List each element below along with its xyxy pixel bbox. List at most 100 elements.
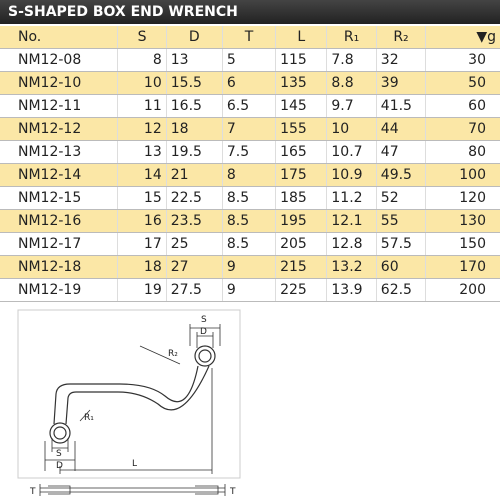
table-cell: 19 xyxy=(117,278,167,302)
table-cell: 7.8 xyxy=(326,48,377,72)
table-row: NM12-19 19 27.5 9 225 13.9 62.5 200 xyxy=(0,278,500,302)
table-cell: 10 xyxy=(117,71,167,95)
dim-label: S xyxy=(56,449,62,459)
table-cell: 170 xyxy=(425,255,500,279)
table-cell: 8.8 xyxy=(326,71,377,95)
table-cell: 9 xyxy=(221,255,276,279)
table-cell: 135 xyxy=(275,71,327,95)
wrench-drawing xyxy=(39,324,226,496)
dim-label: R₂ xyxy=(168,349,178,359)
table-row: NM12-13 13 19.5 7.5 165 10.7 47 80 xyxy=(0,140,500,164)
table-cell: NM12-12 xyxy=(0,117,118,141)
table-cell: 41.5 xyxy=(375,94,426,118)
dim-label: T xyxy=(29,487,36,497)
table-cell: 13.2 xyxy=(326,255,377,279)
table-cell: 19.5 xyxy=(165,140,223,164)
table-cell: NM12-15 xyxy=(0,186,118,210)
table-cell: 120 xyxy=(425,186,500,210)
column-header: ▼g xyxy=(425,26,500,49)
table-cell: 8.5 xyxy=(221,186,276,210)
table-cell: 27 xyxy=(165,255,223,279)
table-cell: 10 xyxy=(326,117,377,141)
table-cell: 200 xyxy=(425,278,500,302)
table-row: NM12-08 8 13 5 115 7.8 32 30 xyxy=(0,48,500,72)
table-cell: 52 xyxy=(375,186,426,210)
table-cell: 18 xyxy=(117,255,167,279)
table-cell: 57.5 xyxy=(375,232,426,256)
table-cell: 225 xyxy=(275,278,327,302)
table-cell: 22.5 xyxy=(165,186,223,210)
title-bar: S-SHAPED BOX END WRENCH xyxy=(0,0,500,24)
table-cell: 27.5 xyxy=(165,278,223,302)
table-cell: 8 xyxy=(117,48,167,72)
table-cell: 11 xyxy=(117,94,167,118)
table-cell: 47 xyxy=(375,140,426,164)
table-cell: 9 xyxy=(221,278,276,302)
table-cell: 15.5 xyxy=(165,71,223,95)
table-cell: 13 xyxy=(165,48,223,72)
table-cell: 12 xyxy=(117,117,167,141)
table-cell: 8.5 xyxy=(221,209,276,233)
table-cell: 12.1 xyxy=(326,209,377,233)
table-cell: 70 xyxy=(425,117,500,141)
table-cell: 215 xyxy=(275,255,327,279)
table-cell: 8.5 xyxy=(221,232,276,256)
table-cell: 7.5 xyxy=(221,140,276,164)
table-cell: 145 xyxy=(275,94,327,118)
table-cell: 30 xyxy=(425,48,500,72)
column-header: D xyxy=(165,26,223,49)
table-cell: NM12-16 xyxy=(0,209,118,233)
table-cell: 17 xyxy=(117,232,167,256)
table-cell: 8 xyxy=(221,163,276,187)
header-row: No. S D T L R₁ R₂ ▼g xyxy=(0,26,500,49)
table-row: NM12-12 12 18 7 155 10 44 70 xyxy=(0,117,500,141)
table-cell: NM12-18 xyxy=(0,255,118,279)
table-cell: 32 xyxy=(375,48,426,72)
table-cell: 9.7 xyxy=(326,94,377,118)
dim-label: L xyxy=(132,459,137,469)
table-row: NM12-14 14 21 8 175 10.9 49.5 100 xyxy=(0,163,500,187)
diagram: S D R₂ R₁ S D L T T xyxy=(17,309,241,497)
table-cell: 16 xyxy=(117,209,167,233)
table-cell: 7 xyxy=(221,117,276,141)
table-cell: NM12-13 xyxy=(0,140,118,164)
table-cell: NM12-08 xyxy=(0,48,118,72)
table-cell: NM12-17 xyxy=(0,232,118,256)
table-cell: 49.5 xyxy=(375,163,426,187)
column-header: L xyxy=(275,26,327,49)
table-row: NM12-16 16 23.5 8.5 195 12.1 55 130 xyxy=(0,209,500,233)
table-cell: NM12-10 xyxy=(0,71,118,95)
dim-label: R₁ xyxy=(84,413,94,423)
table-cell: 10.9 xyxy=(326,163,377,187)
table-row: NM12-18 18 27 9 215 13.2 60 170 xyxy=(0,255,500,279)
table-cell: 50 xyxy=(425,71,500,95)
table-row: NM12-15 15 22.5 8.5 185 11.2 52 120 xyxy=(0,186,500,210)
table-cell: 11.2 xyxy=(326,186,377,210)
table-cell: 55 xyxy=(375,209,426,233)
table-cell: 15 xyxy=(117,186,167,210)
table-cell: NM12-14 xyxy=(0,163,118,187)
table-cell: NM12-19 xyxy=(0,278,118,302)
table-cell: 25 xyxy=(165,232,223,256)
table-cell: 80 xyxy=(425,140,500,164)
table-cell: 13 xyxy=(117,140,167,164)
table-cell: 18 xyxy=(165,117,223,141)
table-cell: 60 xyxy=(425,94,500,118)
table-cell: 205 xyxy=(275,232,327,256)
dim-label: D xyxy=(56,461,63,471)
table-cell: 6.5 xyxy=(221,94,276,118)
table-cell: 175 xyxy=(275,163,327,187)
table-row: NM12-10 10 15.5 6 135 8.8 39 50 xyxy=(0,71,500,95)
table-cell: 5 xyxy=(221,48,276,72)
table-cell: NM12-11 xyxy=(0,94,118,118)
dim-label: T xyxy=(229,487,236,497)
table-row: NM12-17 17 25 8.5 205 12.8 57.5 150 xyxy=(0,232,500,256)
dim-label: S xyxy=(201,315,207,325)
table-cell: 23.5 xyxy=(165,209,223,233)
table-cell: 21 xyxy=(165,163,223,187)
table-cell: 150 xyxy=(425,232,500,256)
table-cell: 6 xyxy=(221,71,276,95)
table-cell: 185 xyxy=(275,186,327,210)
table-cell: 165 xyxy=(275,140,327,164)
